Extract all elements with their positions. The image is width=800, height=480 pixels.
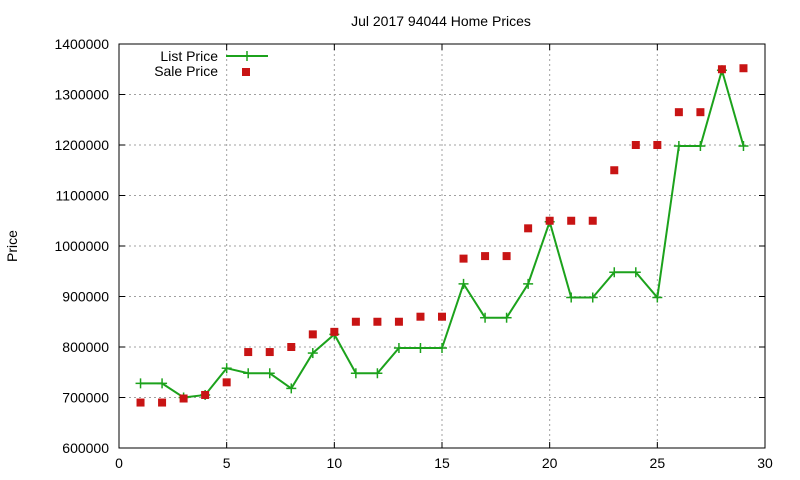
list-price-point <box>243 368 254 379</box>
legend-swatches <box>226 51 268 76</box>
list-price-point <box>437 343 447 354</box>
x-tick-labels: 0 5 10 15 20 25 30 <box>115 455 773 471</box>
x-tick-label: 10 <box>327 455 343 471</box>
y-tick-label: 700000 <box>62 390 109 406</box>
sale-price-point <box>696 108 705 117</box>
list-price-point <box>501 312 512 323</box>
y-tick-label: 1100000 <box>56 188 110 204</box>
sale-price-point <box>674 108 683 117</box>
sale-price-point <box>524 224 533 233</box>
x-tick-label: 25 <box>650 455 666 471</box>
series <box>135 64 749 407</box>
list-price-point <box>566 292 577 303</box>
list-price-point <box>393 343 404 354</box>
sale-price-point <box>416 312 425 321</box>
list-price-point <box>695 141 706 152</box>
list-price-point <box>458 278 469 289</box>
x-tick-label: 5 <box>223 455 231 471</box>
sale-price-point <box>438 312 446 321</box>
sale-price-point <box>222 378 231 387</box>
sale-price-point <box>631 141 640 149</box>
sale-price-point <box>739 64 748 73</box>
legend-label-list-price: List Price <box>160 48 218 64</box>
sale-price-point <box>610 166 619 175</box>
sale-price-point <box>179 394 188 403</box>
legend-swatch-sale-price <box>242 68 250 76</box>
list-price-point <box>157 378 168 389</box>
y-tick-label: 1400000 <box>54 36 109 52</box>
list-price-point <box>372 368 383 379</box>
grid <box>119 44 765 448</box>
list-price-point <box>350 368 361 379</box>
legend-label-sale-price: Sale Price <box>154 63 218 79</box>
x-tick-label: 30 <box>757 455 773 471</box>
list-price-point <box>587 292 598 303</box>
sale-price-point <box>287 343 296 351</box>
sale-price-point <box>653 141 662 149</box>
sale-price-point <box>308 330 317 339</box>
sale-price-point <box>394 317 403 326</box>
sale-price-point <box>545 216 554 225</box>
sale-price-point <box>717 65 726 74</box>
sale-price-point <box>136 398 145 407</box>
legend: List Price Sale Price <box>154 48 268 79</box>
sale-price-point <box>567 216 576 225</box>
list-price-point <box>673 141 684 152</box>
sale-price-point <box>481 252 490 261</box>
list-price-point <box>264 368 275 379</box>
x-tick-label: 0 <box>115 455 123 471</box>
list-price-point <box>652 292 663 303</box>
list-price-point <box>135 378 146 389</box>
y-tick-labels: 600000 700000 800000 900000 1000000 1100000 12… <box>54 36 109 456</box>
list-price-point <box>630 267 641 278</box>
list-price-point <box>415 343 426 354</box>
sale-price-point <box>459 254 468 263</box>
y-tick-label: 600000 <box>62 440 109 456</box>
sale-price-point <box>502 252 511 261</box>
sale-price-point <box>158 398 167 407</box>
sale-price-point <box>201 390 210 399</box>
y-tick-label: 800000 <box>62 339 109 355</box>
y-tick-label: 900000 <box>62 289 109 305</box>
sale-price-point <box>244 348 253 357</box>
x-tick-label: 15 <box>434 455 450 471</box>
sale-price-point <box>330 327 339 336</box>
axis-ticks <box>118 43 766 449</box>
sale-price-point <box>265 348 274 357</box>
list-price-point <box>286 383 297 394</box>
chart-title: Jul 2017 94044 Home Prices <box>351 13 531 29</box>
legend-marker-list-price <box>242 51 252 61</box>
list-price-point <box>307 348 318 359</box>
sale-price-point <box>351 317 360 326</box>
list-price-point <box>523 278 534 289</box>
sale-price-point <box>588 216 597 225</box>
list-price-point <box>480 312 491 323</box>
list-price-point <box>221 363 232 374</box>
y-axis-label: Price <box>4 230 20 262</box>
y-tick-label: 1300000 <box>54 87 109 103</box>
list-price-point <box>609 267 620 278</box>
sale-price-point <box>373 317 382 326</box>
y-tick-label: 1200000 <box>54 137 109 153</box>
list-price-point <box>738 141 749 152</box>
x-tick-label: 20 <box>542 455 558 471</box>
y-tick-label: 1000000 <box>54 238 109 254</box>
